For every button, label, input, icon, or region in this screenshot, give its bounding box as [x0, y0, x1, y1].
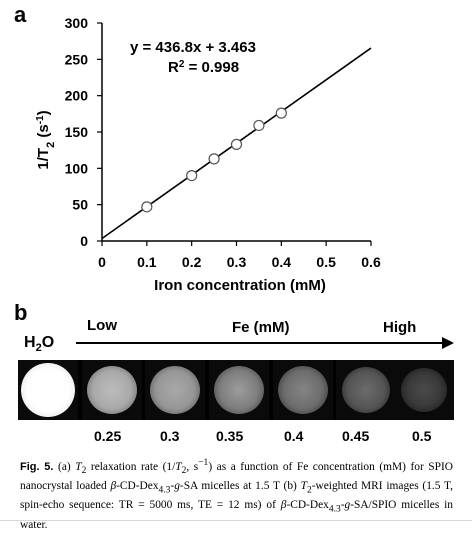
x-tick-label: 0.6	[361, 254, 381, 270]
conc-label: 0.45	[342, 428, 370, 444]
x-tick-label: 0.3	[227, 254, 247, 270]
y-tick-label: 100	[65, 160, 89, 176]
y-axis-label: 1/T2 (s-1)	[35, 110, 58, 169]
mri-0-3	[145, 360, 205, 420]
figure-caption: Fig. 5. (a) T2 relaxation rate (1/T2, s−…	[20, 458, 453, 531]
panel-a-label: a	[14, 2, 27, 27]
footer-divider	[0, 520, 472, 521]
conc-label: 0.25	[94, 428, 122, 444]
x-tick-label: 0.5	[316, 254, 336, 270]
y-tick-label: 200	[65, 88, 89, 104]
chart-axes	[97, 22, 372, 246]
mri-0-4	[273, 360, 333, 420]
data-point	[230, 138, 243, 150]
y-tick-label: 150	[65, 124, 89, 140]
mri-image-strip	[18, 360, 454, 420]
fe-label: Fe (mM)	[232, 319, 290, 336]
r-squared: R2 = 0.998	[168, 59, 239, 77]
panel-b-label: b	[14, 300, 28, 325]
data-point	[253, 119, 265, 132]
data-point	[275, 107, 287, 119]
conc-label: 0.5	[412, 428, 432, 444]
x-tick-label: 0.4	[272, 254, 292, 270]
data-points	[141, 107, 287, 213]
y-tick-label: 300	[65, 15, 89, 31]
conc-label: 0.3	[160, 428, 180, 444]
x-tick-label: 0.2	[182, 254, 202, 270]
high-label: High	[383, 319, 417, 336]
low-label: Low	[87, 317, 117, 334]
relaxation-chart: 0 50 100 150 200 250 300 0 0.1 0.2 0.3 0.4 0.5 0.6 y…	[35, 15, 381, 294]
x-tick-labels: 0 0.1 0.2 0.3 0.4 0.5 0.6	[98, 254, 381, 270]
mri-0-25	[82, 360, 142, 420]
mri-water	[18, 360, 78, 420]
conc-label: 0.35	[216, 428, 244, 444]
x-tick-label: 0	[98, 254, 106, 270]
y-tick-label: 50	[72, 197, 88, 213]
x-tick-label: 0.1	[137, 254, 157, 270]
data-point	[186, 170, 198, 182]
y-tick-labels: 0 50 100 150 200 250 300	[65, 15, 89, 249]
concentration-arrow	[76, 337, 454, 349]
mri-0-5	[394, 360, 454, 420]
mri-0-35	[209, 360, 269, 420]
y-tick-label: 0	[80, 233, 88, 249]
x-axis-label: Iron concentration (mM)	[154, 277, 326, 294]
mri-0-45	[336, 360, 396, 420]
data-point	[141, 201, 153, 213]
fit-equation: y = 436.8x + 3.463	[130, 39, 256, 56]
y-tick-label: 250	[65, 51, 89, 67]
water-label: H2O	[24, 334, 55, 355]
data-point	[208, 153, 220, 165]
conc-label: 0.4	[284, 428, 304, 444]
